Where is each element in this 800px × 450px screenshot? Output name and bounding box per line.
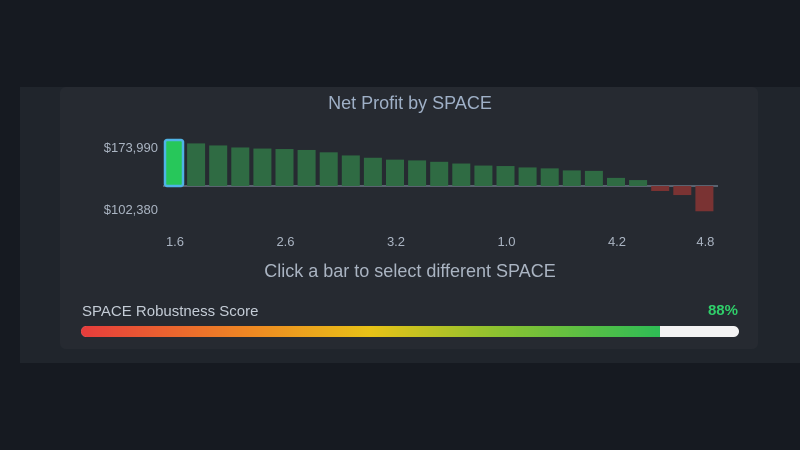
bar[interactable] [540,168,559,186]
bar[interactable] [474,165,493,186]
bar[interactable] [341,155,360,186]
x-tick-label: 3.2 [386,234,406,249]
robustness-score-value: 88% [707,302,738,319]
bar[interactable] [496,166,515,186]
bar[interactable] [275,149,294,186]
bar[interactable] [319,152,338,186]
bar-selected[interactable] [163,138,185,188]
x-tick-label: 1.0 [497,234,516,249]
bar[interactable] [253,148,272,186]
x-tick-label: 2.6 [276,234,295,249]
bar[interactable] [386,159,404,186]
bar[interactable] [209,145,228,186]
bar[interactable] [607,177,625,186]
bar[interactable] [673,186,692,196]
y-axis-label-top: $173,990 [103,140,158,155]
robustness-score-label: SPACE Robustness Score [82,303,259,320]
chart-title: Net Profit by SPACE [328,93,492,113]
bar[interactable] [629,180,648,186]
bar[interactable] [651,186,670,191]
bar[interactable] [408,160,427,186]
bar[interactable] [452,163,471,186]
bar[interactable] [518,167,537,186]
y-axis-label-bottom: $102,380 [103,202,158,217]
robustness-score-bar [81,326,739,337]
bar[interactable] [363,157,382,186]
bar[interactable] [695,186,714,212]
x-tick-label: 4.2 [607,234,627,249]
bar[interactable] [231,147,250,186]
chart-hint: Click a bar to select different SPACE [264,261,556,281]
bar[interactable] [297,149,316,186]
robustness-score-fill [81,326,661,337]
x-tick-label: 1.6 [165,234,185,249]
bar[interactable] [562,170,581,186]
bar[interactable] [584,170,603,186]
bar[interactable] [430,161,449,186]
x-tick-label: 4.8 [696,234,715,249]
bar[interactable] [187,143,206,186]
chart-card [60,87,758,349]
